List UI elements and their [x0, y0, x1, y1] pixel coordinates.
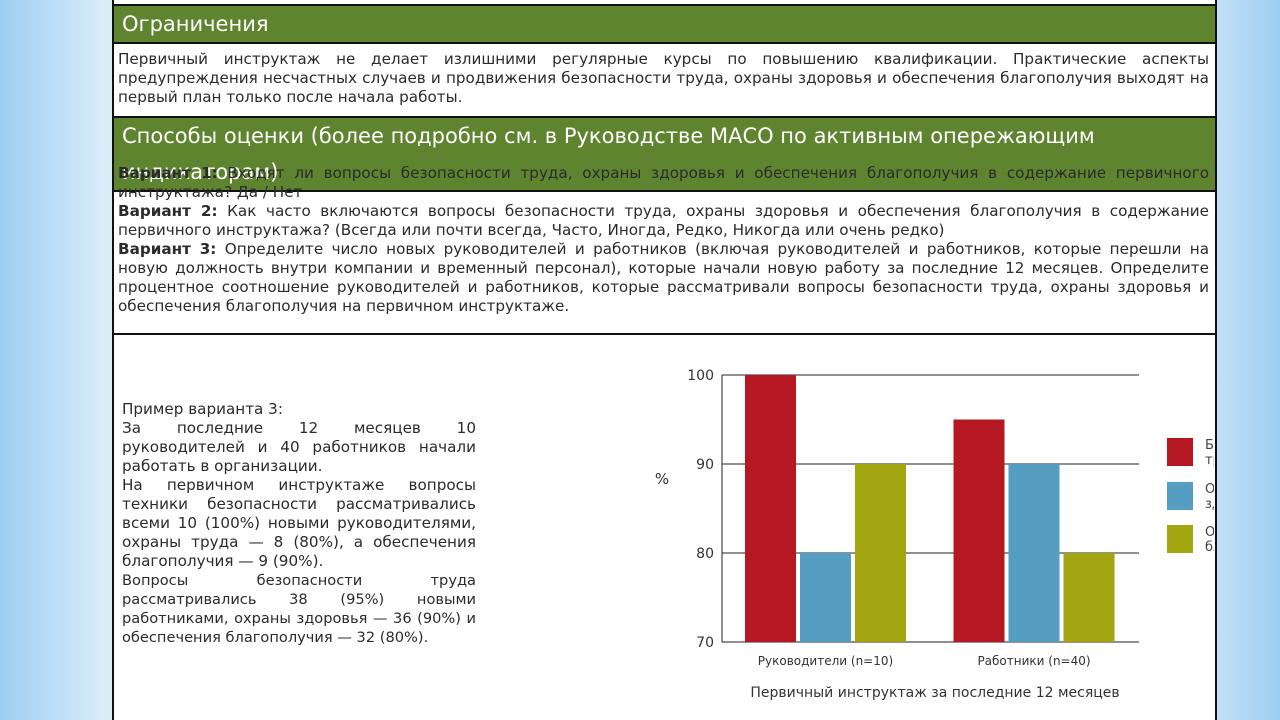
example-block: Пример варианта 3: За последние 12 месяц…	[122, 400, 476, 647]
option-1-label: Вариант 1:	[118, 164, 218, 182]
bar	[855, 464, 906, 642]
y-tick-label: 90	[696, 457, 714, 473]
option-2-text: Как часто включаются вопросы безопасност…	[118, 202, 1210, 239]
legend-swatch	[1167, 525, 1193, 553]
legend-label: Обеспечениеблагополучия	[1205, 525, 1214, 555]
example-paragraph-3: Вопросы безопасности труда рассматривали…	[122, 572, 476, 646]
bar	[953, 419, 1005, 642]
bar	[800, 553, 851, 642]
option-1-text: Входят ли вопросы безопасности труда, ох…	[118, 164, 1209, 201]
bar	[1008, 464, 1060, 642]
document-page: Ограничения Первичный инструктаж не дела…	[112, 0, 1217, 720]
y-axis-label: %	[655, 470, 669, 488]
option-2-label: Вариант 2:	[118, 202, 218, 220]
legend-swatch	[1167, 438, 1193, 466]
limitations-title: Ограничения	[122, 12, 269, 36]
legend-swatch	[1167, 482, 1193, 510]
methods-header: Способы оценки (более подробно см. в Рук…	[114, 116, 1215, 192]
x-tick-label: Работники (n=40)	[977, 654, 1090, 668]
methods-options: Вариант 1: Входят ли вопросы безопасност…	[114, 164, 1215, 316]
legend-label: Охраназдоровья	[1205, 482, 1214, 512]
option-1: Вариант 1: Входят ли вопросы безопасност…	[118, 164, 1209, 202]
limitations-text: Первичный инструктаж не делает излишними…	[118, 50, 1209, 106]
option-2: Вариант 2: Как часто включаются вопросы …	[118, 202, 1209, 240]
bar	[1063, 553, 1115, 642]
example-title: Пример варианта 3:	[122, 400, 283, 418]
x-axis-label: Первичный инструктаж за последние 12 мес…	[750, 685, 1119, 701]
y-tick-label: 100	[687, 368, 714, 384]
bar	[745, 375, 796, 642]
legend-label: Безопасностьтруда	[1205, 438, 1214, 468]
bar-chart: 70 80 90 100 Руководители (n=10) Работники (n…	[655, 368, 1214, 701]
option-3: Вариант 3: Определите число новых руково…	[118, 240, 1209, 316]
example-paragraph-1: За последние 12 месяцев 10 руководителей…	[122, 419, 476, 475]
option-3-text: Определите число новых руководителей и р…	[118, 240, 1210, 315]
example-paragraph-2: На первичном инструктаже вопросы техники…	[122, 476, 476, 570]
x-tick-label: Руководители (n=10)	[758, 654, 893, 668]
y-tick-label: 70	[696, 635, 714, 651]
option-3-label: Вариант 3:	[118, 240, 217, 258]
methods-title: Способы оценки (более подробно см. в Рук…	[122, 124, 1095, 184]
y-tick-label: 80	[696, 546, 714, 562]
section-divider	[114, 333, 1215, 335]
limitations-header: Ограничения	[114, 4, 1215, 44]
